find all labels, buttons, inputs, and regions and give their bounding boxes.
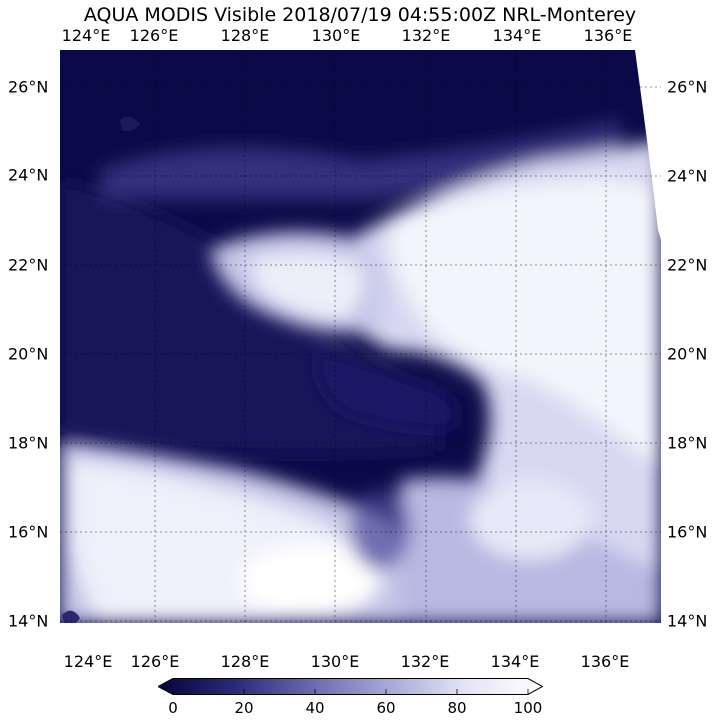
colorbar-tick-label: 100: [513, 699, 543, 717]
lon-label-bottom: 126°E: [130, 652, 180, 671]
lon-label-bottom: 130°E: [310, 652, 360, 671]
lat-label-left: 24°N: [8, 165, 49, 185]
cloud-cover: [60, 120, 661, 623]
lon-label-top: 136°E: [583, 26, 633, 45]
lat-label-right: 24°N: [667, 166, 708, 186]
lat-label-right: 18°N: [667, 433, 708, 453]
lat-label-left: 16°N: [8, 522, 49, 542]
lat-label-left: 18°N: [8, 433, 49, 453]
colorbar-tick-label: 80: [447, 699, 467, 717]
lon-label-top: 126°E: [129, 26, 179, 45]
lat-label-left: 20°N: [8, 344, 49, 364]
lon-label-bottom: 128°E: [220, 652, 270, 671]
lat-label-right: 20°N: [667, 344, 708, 364]
lat-label-right: 26°N: [667, 77, 708, 97]
satellite-image: [60, 50, 661, 623]
no-data-region: [635, 50, 661, 240]
lat-label-right: 16°N: [667, 522, 708, 542]
lon-label-top: 130°E: [311, 26, 361, 45]
lon-label-top: 128°E: [220, 26, 270, 45]
lon-label-top: 134°E: [492, 26, 542, 45]
graticule: [60, 50, 661, 623]
colorbar: [158, 678, 543, 695]
lat-label-right: 22°N: [667, 255, 708, 275]
lat-label-left: 14°N: [8, 611, 49, 631]
lat-label-left: 22°N: [8, 255, 49, 275]
lon-label-bottom: 136°E: [580, 652, 630, 671]
island-shape: [120, 116, 140, 132]
colorbar-tick-label: 40: [305, 699, 325, 717]
colorbar-tick-label: 60: [376, 699, 396, 717]
colorbar-tick-label: 20: [234, 699, 254, 717]
image-title: AQUA MODIS Visible 2018/07/19 04:55:00Z …: [83, 4, 637, 26]
island-shape: [62, 610, 80, 623]
lat-label-left: 26°N: [8, 77, 49, 97]
lon-label-bottom: 134°E: [490, 652, 540, 671]
lon-label-bottom: 124°E: [63, 652, 113, 671]
lon-label-top: 124°E: [61, 26, 111, 45]
lon-label-top: 132°E: [401, 26, 451, 45]
lon-label-bottom: 132°E: [400, 652, 450, 671]
colorbar-tick-label: 0: [168, 699, 178, 717]
lat-label-right: 14°N: [667, 611, 708, 631]
